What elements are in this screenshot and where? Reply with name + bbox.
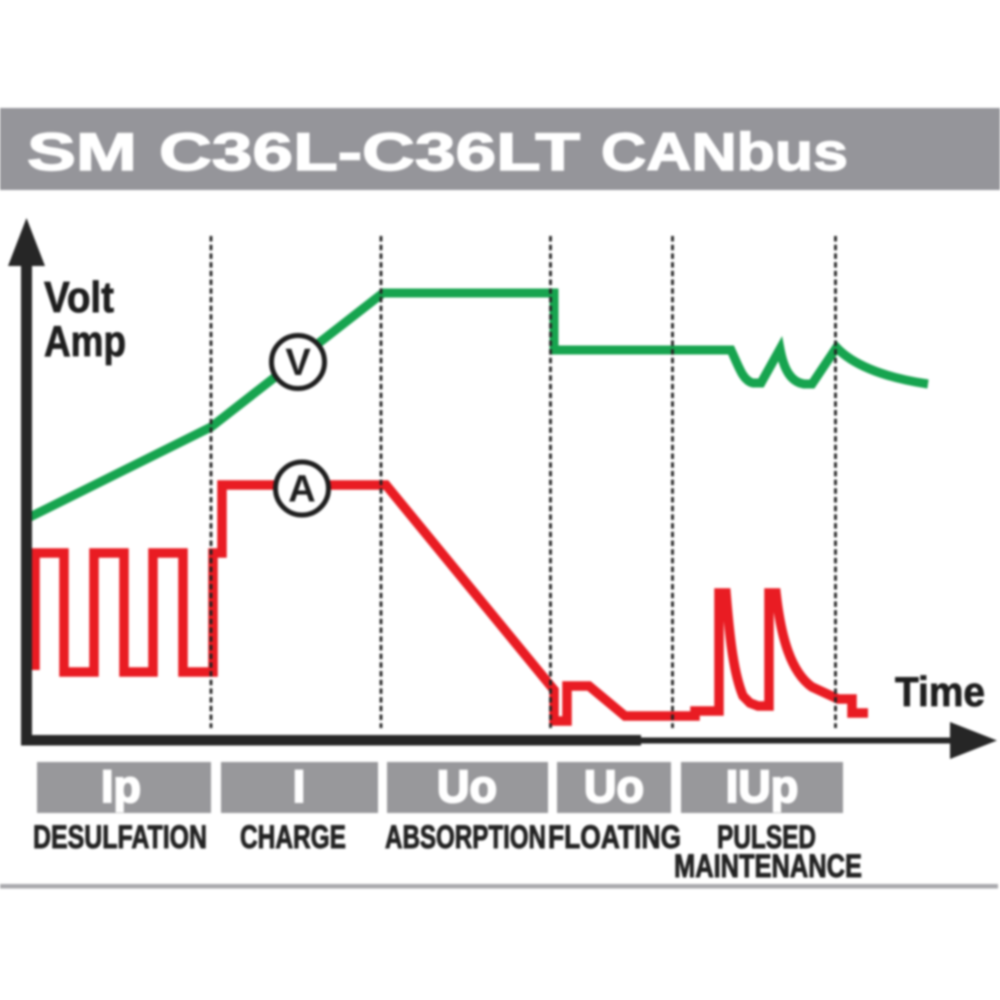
svg-text:V: V (285, 342, 311, 384)
svg-text:FLOATING: FLOATING (548, 819, 681, 855)
svg-text:A: A (288, 469, 315, 511)
svg-text:Volt: Volt (44, 273, 114, 322)
svg-text:MAINTENANCE: MAINTENANCE (674, 848, 862, 884)
svg-text:CANbus: CANbus (601, 123, 848, 182)
svg-text:C36L-C36LT: C36L-C36LT (159, 123, 580, 182)
svg-text:PULSED: PULSED (717, 819, 816, 855)
svg-text:Uo: Uo (584, 761, 644, 812)
svg-text:IUp: IUp (726, 761, 799, 812)
svg-text:CHARGE: CHARGE (240, 819, 346, 855)
svg-text:SM: SM (27, 123, 137, 182)
svg-text:I: I (293, 761, 306, 812)
svg-text:ABSORPTION: ABSORPTION (385, 819, 546, 855)
svg-text:DESULFATION: DESULFATION (33, 819, 207, 855)
svg-text:Time: Time (895, 668, 985, 715)
svg-text:Amp: Amp (44, 317, 126, 366)
svg-text:Uo: Uo (437, 761, 497, 812)
svg-text:Ip: Ip (101, 761, 141, 812)
